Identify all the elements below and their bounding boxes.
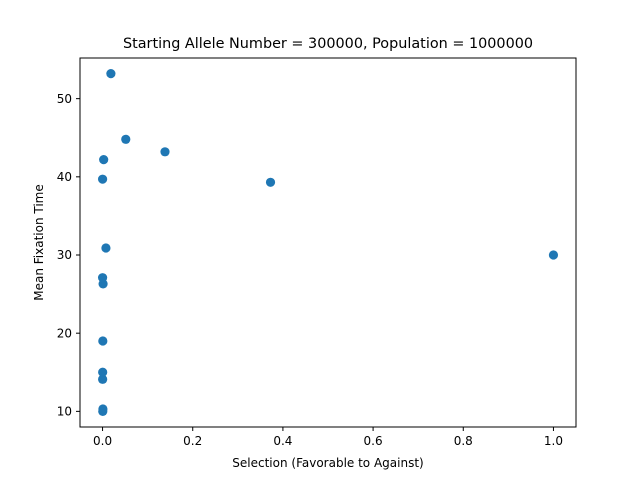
data-point [98, 367, 108, 377]
data-point [97, 174, 108, 184]
data-point [106, 69, 116, 79]
y-tick-label: 50 [57, 92, 72, 106]
y-axis-ticks: 10 20 30 40 50 [57, 92, 80, 419]
data-points [97, 69, 559, 416]
x-tick-label: 0.6 [364, 434, 383, 448]
x-tick-label: 0.0 [93, 434, 112, 448]
y-tick-label: 10 [57, 405, 72, 419]
y-axis-label: Mean Fixation Time [32, 184, 46, 301]
x-tick-label: 0.8 [454, 434, 473, 448]
chart-title: Starting Allele Number = 300000, Populat… [123, 36, 533, 52]
data-point [101, 243, 111, 253]
data-point [548, 250, 559, 260]
data-point [97, 273, 108, 283]
data-point [99, 155, 109, 165]
data-point [98, 336, 108, 346]
y-tick-label: 40 [57, 170, 72, 184]
data-point [98, 404, 108, 414]
x-tick-label: 0.2 [183, 434, 202, 448]
plot-frame [79, 57, 577, 428]
y-tick-label: 20 [57, 326, 72, 340]
data-point [160, 147, 170, 157]
data-point [98, 374, 108, 384]
x-axis-label: Selection (Favorable to Against) [232, 456, 423, 470]
x-axis-ticks: 0.0 0.2 0.4 0.6 0.8 1.0 [93, 427, 563, 448]
x-tick-label: 1.0 [544, 434, 563, 448]
data-point [121, 134, 131, 144]
y-tick-label: 30 [57, 248, 72, 262]
data-point [265, 177, 276, 187]
x-tick-label: 0.4 [273, 434, 292, 448]
